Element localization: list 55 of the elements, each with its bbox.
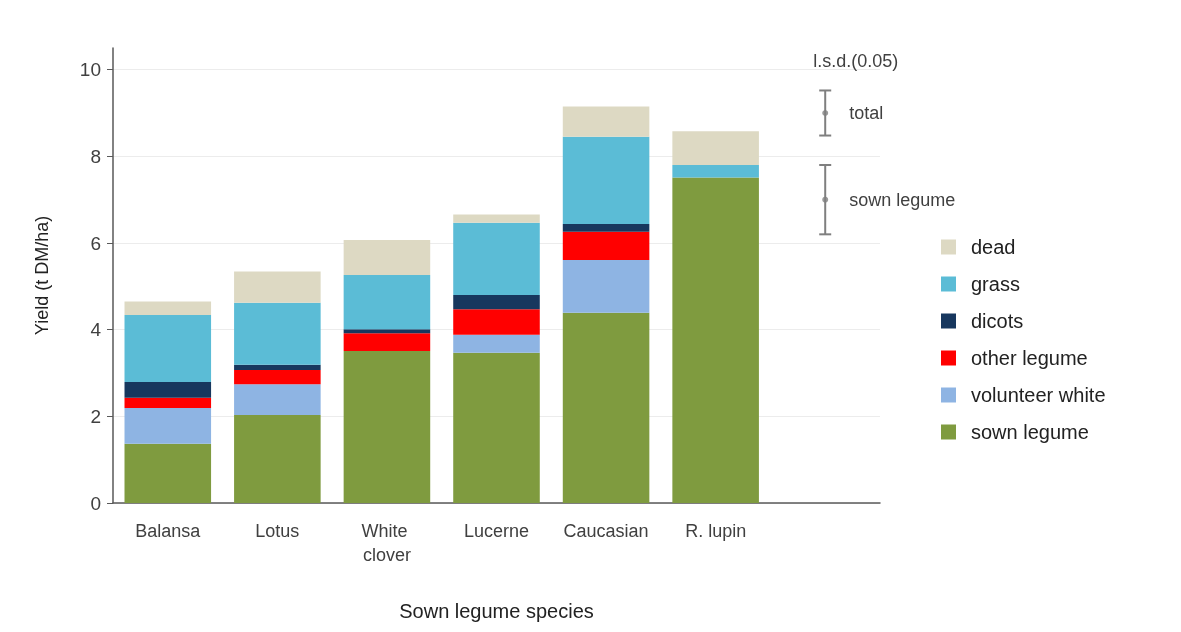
bar [562,106,650,137]
bar [453,222,540,295]
x-tick-label: Lucerne [463,521,530,541]
bar [124,382,212,398]
bar [672,177,759,503]
legend-label: sown legume [971,421,1089,443]
bar [124,408,212,444]
bar [672,131,759,165]
legend-label: other legume [971,347,1088,369]
bar [234,364,321,370]
legend-label: dicots [971,310,1024,332]
bar [124,443,212,503]
bar [453,352,540,503]
bar [124,301,212,315]
bar [453,214,540,223]
bar [562,231,650,260]
bar [234,271,321,303]
x-tick-label: Lotus [255,521,300,541]
y-tick-label: 2 [90,405,101,427]
bar [562,223,650,232]
bar [124,314,212,383]
x-tick-label: Balansa [135,521,202,541]
y-tick-label: 0 [90,492,101,514]
y-tick-label: 4 [90,319,102,341]
bar [343,350,431,503]
bar [343,239,431,276]
x-tick-label: White clover [361,521,413,565]
series-label: sown legume [849,189,956,210]
bar [234,302,321,365]
bar [234,415,321,503]
bar [234,369,321,385]
x-tick-label: Caucasian [563,521,649,541]
bar [562,136,650,224]
bar [343,275,431,330]
legend-label: dead [971,236,1016,258]
y-tick-label: 6 [90,232,101,254]
y-tick-label: 8 [90,145,101,167]
bar [343,329,431,334]
legend-label: volunteer white [971,384,1106,406]
bar [562,312,650,503]
bar [343,333,431,351]
legend-label: grass [971,273,1020,295]
bar [124,397,212,409]
x-axis-title: Sown legume species [399,600,594,622]
bar [562,259,650,313]
y-tick-label: 10 [79,59,101,81]
y-axis-title: Yield (t DM/ha) [32,215,52,336]
bar [234,384,321,416]
x-tick-label: R. lupin [685,521,747,541]
annotation: l.s.d.(0.05) [813,51,899,71]
bar [453,295,540,310]
series-label: total [849,103,884,123]
bar [672,165,759,178]
bar [453,309,540,335]
bar [453,334,540,353]
